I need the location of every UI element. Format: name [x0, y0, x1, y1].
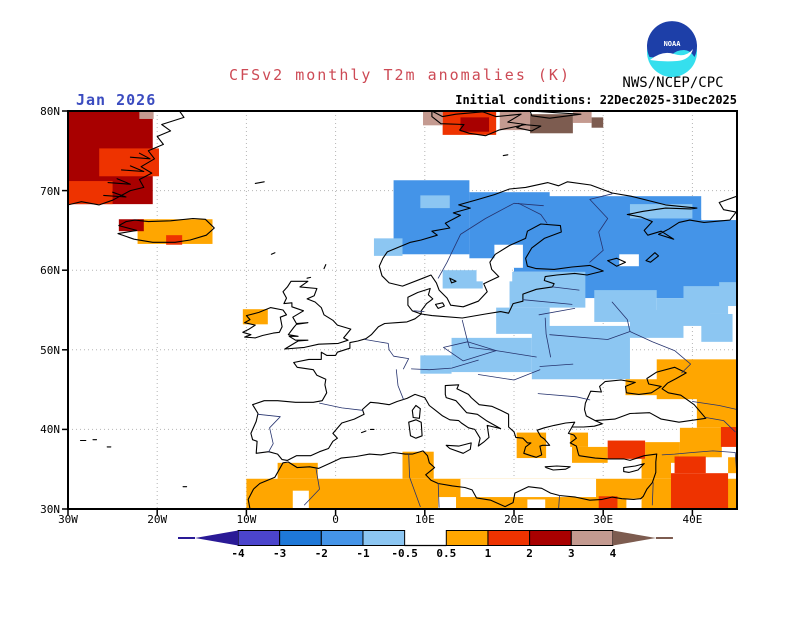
colorbar-tick-label: 0.5	[436, 547, 457, 560]
lat-tick-label: 50N	[40, 343, 60, 357]
forecast-date-label: Jan 2026	[76, 91, 157, 109]
lon-tick-label: 30W	[58, 513, 78, 526]
lat-tick-label: 40N	[40, 423, 60, 437]
lon-tick-label: 20W	[147, 513, 168, 526]
coastlines	[68, 111, 737, 509]
lon-tick-label: 0	[332, 513, 339, 526]
colorbar-tick-label: -0.5	[391, 547, 418, 560]
colorbar-tick-label: -2	[314, 547, 328, 560]
lon-tick-label: 10E	[414, 513, 435, 526]
colorbar-tick-label: 2	[526, 547, 533, 560]
map-frame	[62, 110, 738, 515]
colorbar-tick-label: -4	[231, 547, 245, 560]
anomaly-cells	[68, 111, 737, 509]
colorbar	[178, 530, 673, 547]
lat-tick-label: 80N	[40, 105, 60, 118]
colorbar-tick-label: 3	[567, 547, 575, 560]
lon-tick-label: 20E	[504, 513, 524, 526]
lon-tick-label: 30E	[593, 513, 614, 526]
colorbar-tick-label: -3	[273, 547, 287, 560]
initial-conditions-label: Initial conditions: 22Dec2025-31Dec2025	[455, 93, 737, 107]
colorbar-tick-label: -1	[356, 547, 370, 560]
svg-text:NOAA: NOAA	[664, 40, 682, 48]
country-borders	[257, 193, 737, 509]
lat-tick-label: 60N	[40, 264, 60, 278]
org-label: NWS/NCEP/CPC	[622, 75, 724, 91]
map-area	[68, 111, 737, 509]
lon-tick-label: 40E	[682, 513, 703, 526]
lat-tick-label: 70N	[40, 184, 60, 198]
lat-tick-label: 30N	[40, 503, 60, 516]
colorbar-tick-label: 4	[609, 547, 617, 560]
colorbar-tick-label: 1	[484, 547, 492, 560]
chart-title: CFSv2 monthly T2m anomalies (K)	[229, 66, 571, 84]
lon-tick-label: 10W	[236, 513, 257, 526]
